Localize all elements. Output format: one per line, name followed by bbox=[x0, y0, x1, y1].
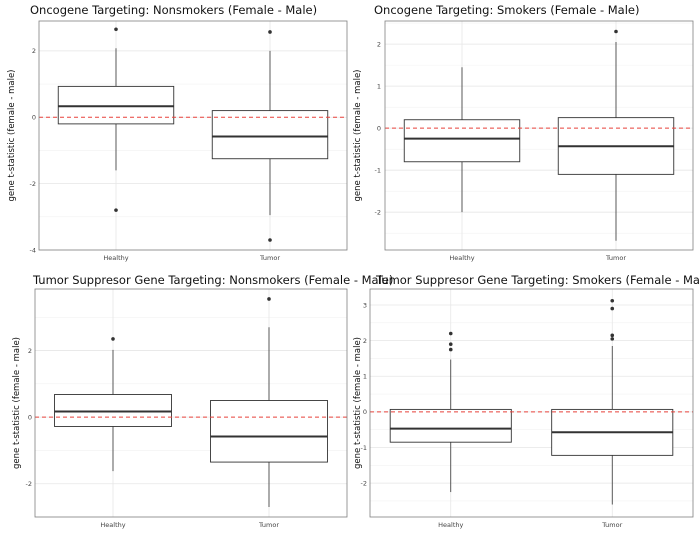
outlier-point bbox=[614, 29, 618, 34]
x-tick-label: Healthy bbox=[100, 521, 125, 529]
panel-border bbox=[34, 288, 348, 518]
outlier-point bbox=[610, 337, 615, 341]
y-tick-label: 1 bbox=[363, 373, 367, 381]
outlier-point bbox=[111, 337, 115, 341]
y-tick-label: 2 bbox=[28, 347, 32, 355]
outlier-point bbox=[448, 342, 453, 347]
y-tick-label: -2 bbox=[375, 208, 381, 216]
outlier-point bbox=[448, 347, 453, 352]
y-tick-label: 1 bbox=[377, 82, 381, 90]
y-tick-label: 2 bbox=[377, 40, 381, 48]
chart-title: Tumor Suppresor Gene Targeting: Nonsmoke… bbox=[32, 273, 393, 287]
chart-panel-3: -2 0 2 Healthy Tumor gene t-statistic (female… bbox=[12, 273, 393, 529]
y-tick-label: 0 bbox=[363, 408, 367, 416]
panel-border bbox=[384, 20, 694, 251]
y-tick-label: -2 bbox=[26, 480, 32, 488]
x-tick-label: Tumor bbox=[258, 521, 279, 529]
y-tick-label: 0 bbox=[28, 413, 32, 421]
x-tick-label: Tumor bbox=[601, 521, 622, 529]
y-axis-label: gene t-statistic (female - male) bbox=[12, 337, 22, 469]
outlier-point bbox=[114, 27, 118, 32]
y-tick-label: -2 bbox=[361, 479, 367, 487]
y-tick-label: -1 bbox=[361, 444, 367, 452]
y-axis-label: gene t-statistic (female - male) bbox=[353, 70, 363, 202]
y-tick-label: 0 bbox=[377, 124, 381, 132]
chart-title: Tumor Suppresor Gene Targeting: Smokers … bbox=[375, 273, 700, 287]
x-tick-label: Healthy bbox=[103, 254, 128, 262]
outlier-point bbox=[114, 208, 118, 212]
outlier-point bbox=[448, 331, 453, 336]
box-healthy bbox=[57, 85, 175, 125]
y-tick-label: -1 bbox=[375, 166, 381, 174]
box-healthy bbox=[403, 119, 521, 163]
y-tick-label: 3 bbox=[363, 301, 367, 309]
y-axis-label: gene t-statistic (female - male) bbox=[353, 337, 363, 469]
chart-panel-1: -4 -2 0 2 Healthy Tumor gene t-statistic (fema… bbox=[7, 3, 348, 262]
chart-title: Oncogene Targeting: Smokers (Female - Ma… bbox=[374, 3, 639, 17]
outlier-point bbox=[610, 298, 615, 303]
panel-border bbox=[38, 20, 348, 251]
chart-panel-4: -2 -1 0 1 2 3 Healthy Tumor gene t-statistic (fe… bbox=[353, 273, 700, 529]
chart-title: Oncogene Targeting: Nonsmokers (Female -… bbox=[30, 3, 317, 17]
y-axis-label: gene t-statistic (female - male) bbox=[7, 70, 17, 202]
outlier-point bbox=[610, 306, 615, 311]
y-tick-label: -4 bbox=[30, 246, 36, 254]
box-tumor bbox=[211, 110, 329, 160]
box-tumor bbox=[210, 400, 328, 463]
chart-panel-2: -2 -1 0 1 2 Healthy Tumor gene t-statistic (fem… bbox=[353, 3, 694, 262]
x-tick-label: Healthy bbox=[438, 521, 463, 529]
x-tick-label: Healthy bbox=[449, 254, 474, 262]
x-tick-label: Tumor bbox=[605, 254, 626, 262]
box-healthy bbox=[389, 408, 512, 443]
outlier-point bbox=[268, 238, 272, 242]
outlier-point bbox=[268, 30, 272, 34]
outlier-point bbox=[267, 297, 271, 301]
panel-border bbox=[369, 288, 694, 518]
y-tick-label: 2 bbox=[32, 47, 36, 55]
y-tick-label: 2 bbox=[363, 337, 367, 345]
y-tick-label: -2 bbox=[30, 180, 36, 188]
y-tick-label: 0 bbox=[32, 114, 36, 122]
x-tick-label: Tumor bbox=[259, 254, 280, 262]
outlier-point bbox=[610, 333, 615, 338]
